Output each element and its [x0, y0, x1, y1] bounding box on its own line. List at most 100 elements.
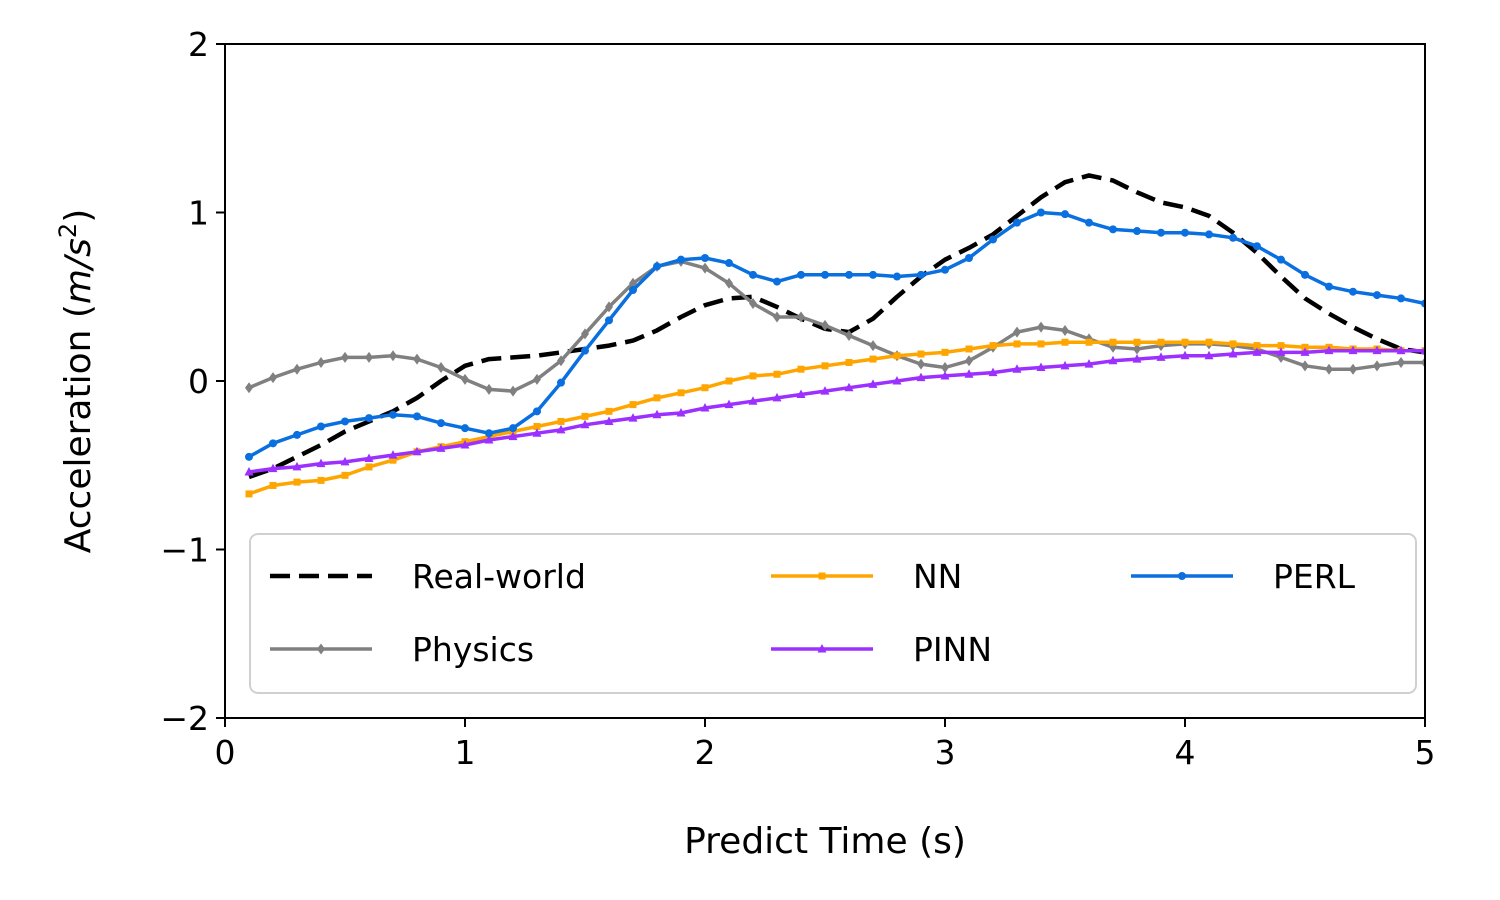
data-point-perl	[701, 253, 709, 262]
data-point-pinn	[1300, 347, 1310, 356]
data-point-pinn	[412, 446, 422, 456]
data-point-physics	[605, 301, 613, 313]
y-tick-label: 0	[188, 362, 209, 401]
data-point-nn	[965, 345, 973, 353]
data-point-nn	[989, 342, 997, 350]
data-point-pinn	[580, 419, 590, 429]
y-axis: −2 −1 0 1 2	[160, 25, 225, 738]
data-point-physics	[821, 319, 829, 331]
data-point-pinn	[1036, 362, 1046, 372]
data-point-physics	[557, 355, 565, 367]
data-point-nn	[653, 394, 661, 402]
data-point-pinn	[1156, 352, 1166, 361]
data-point-pinn	[292, 461, 302, 471]
data-point-pinn	[940, 370, 950, 380]
data-point-nn	[605, 407, 613, 415]
data-point-perl	[1109, 225, 1117, 234]
legend-marker-physics	[317, 643, 325, 655]
data-point-nn	[701, 384, 709, 392]
data-point-pinn	[820, 386, 830, 395]
data-point-nn	[893, 352, 901, 360]
data-point-physics	[245, 382, 253, 394]
data-point-perl	[1085, 218, 1093, 227]
data-point-perl	[1205, 230, 1213, 239]
legend-label-physics: Physics	[412, 630, 534, 669]
data-point-pinn	[892, 376, 902, 385]
data-point-perl	[1277, 255, 1285, 264]
data-point-pinn	[748, 396, 758, 405]
data-point-perl	[509, 424, 517, 433]
y-axis-label-close: )	[58, 209, 99, 223]
data-point-pinn	[652, 409, 662, 419]
data-point-nn	[677, 389, 685, 397]
legend-item-real-world: Real-world	[270, 557, 586, 596]
data-point-pinn	[1108, 355, 1118, 365]
data-point-perl	[413, 412, 421, 421]
data-point-nn	[1133, 338, 1141, 346]
data-point-nn	[869, 355, 877, 363]
data-point-nn	[269, 481, 277, 489]
data-point-nn	[917, 350, 925, 358]
data-point-pinn	[364, 453, 374, 463]
data-point-pinn	[1372, 345, 1382, 355]
data-point-nn	[1205, 338, 1213, 346]
data-point-pinn	[604, 416, 614, 425]
data-point-pinn	[964, 369, 974, 378]
data-point-perl	[245, 452, 253, 461]
data-point-nn	[317, 476, 325, 484]
y-axis-label-unit-s: s	[58, 238, 99, 257]
series-line-real-world	[248, 173, 1425, 480]
legend-label-real-world: Real-world	[412, 557, 586, 596]
data-point-pinn	[244, 466, 254, 476]
data-point-perl	[1229, 233, 1237, 242]
data-point-pinn	[1228, 349, 1238, 358]
data-point-perl	[1253, 242, 1261, 251]
data-point-pinn	[868, 379, 878, 388]
data-point-perl	[365, 414, 373, 423]
legend-marker-perl	[1178, 572, 1186, 580]
data-point-nn	[341, 471, 349, 479]
data-point-nn	[725, 377, 733, 385]
data-point-pinn	[1252, 347, 1262, 356]
data-point-perl	[605, 316, 613, 325]
x-tick-label: 0	[215, 733, 236, 772]
legend-frame	[249, 533, 1417, 694]
data-point-physics	[1061, 324, 1069, 336]
data-point-pinn	[1276, 347, 1286, 356]
data-point-perl	[893, 272, 901, 281]
data-point-physics	[797, 311, 805, 323]
data-point-pinn	[340, 456, 350, 466]
data-point-perl	[653, 262, 661, 271]
data-point-perl	[1157, 228, 1165, 237]
data-point-physics	[845, 330, 853, 342]
data-point-nn	[1157, 338, 1165, 346]
data-point-physics	[365, 351, 373, 363]
y-axis-label-main: Acceleration (	[58, 304, 99, 553]
x-tick-label: 2	[695, 733, 716, 772]
data-point-perl	[461, 424, 469, 433]
data-point-perl	[749, 270, 757, 279]
data-point-nn	[1085, 338, 1093, 346]
data-point-perl	[1181, 228, 1189, 237]
data-point-pinn	[556, 424, 566, 434]
data-point-perl	[317, 422, 325, 431]
data-point-perl	[1061, 210, 1069, 219]
data-point-pinn	[1084, 359, 1094, 368]
data-point-perl	[773, 277, 781, 286]
data-point-nn	[557, 417, 565, 425]
data-point-physics	[581, 328, 589, 340]
data-point-perl	[389, 410, 397, 419]
data-point-perl	[917, 270, 925, 279]
data-point-physics	[773, 311, 781, 323]
data-point-perl	[989, 235, 997, 244]
data-point-nn	[749, 372, 757, 380]
data-point-physics	[701, 262, 709, 274]
data-point-nn	[389, 456, 397, 464]
data-point-physics	[269, 372, 277, 384]
data-point-physics	[413, 353, 421, 365]
data-point-nn	[581, 412, 589, 420]
data-point-physics	[1325, 363, 1333, 375]
legend: Real-world Physics NN PINN PERL	[249, 533, 1417, 694]
y-tick-label: 1	[188, 194, 209, 233]
